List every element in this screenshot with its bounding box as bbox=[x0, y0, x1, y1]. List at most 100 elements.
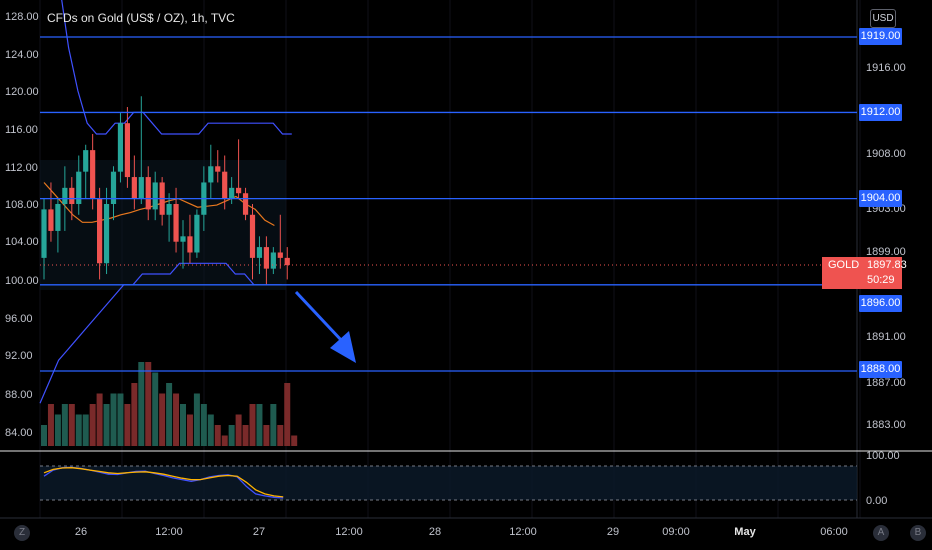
time-axis-tick-7: 09:00 bbox=[662, 526, 690, 538]
candle-body bbox=[145, 177, 151, 210]
volume-bar bbox=[61, 404, 68, 446]
last-price-value: 1897.83 bbox=[867, 259, 907, 271]
left-axis-tick-1: 124.00 bbox=[5, 49, 39, 61]
volume-bar bbox=[159, 393, 166, 446]
volume-bar bbox=[214, 425, 221, 446]
price-axis-tick-4: 1891.00 bbox=[866, 331, 906, 343]
volume-bar bbox=[180, 404, 186, 446]
left-axis-tick-11: 84.00 bbox=[5, 427, 33, 439]
candle-body bbox=[124, 123, 130, 178]
price-axis-tick-1: 1908.00 bbox=[866, 148, 906, 160]
volume-bar bbox=[47, 404, 54, 446]
price-axis-tick-3: 1899.00 bbox=[866, 246, 906, 258]
volume-bar bbox=[235, 414, 242, 446]
oscillator-tick-0: 0.00 bbox=[866, 495, 888, 507]
volume-bar bbox=[96, 393, 103, 446]
symbol-label: GOLD bbox=[828, 259, 860, 271]
candle-body bbox=[138, 177, 144, 199]
level-price-tag-0: 1919.00 bbox=[859, 28, 902, 45]
level-price-tag-1: 1912.00 bbox=[859, 104, 902, 121]
volume-bar bbox=[186, 414, 193, 446]
candle-body bbox=[215, 166, 221, 172]
volume-bar bbox=[291, 435, 298, 446]
candle-body bbox=[110, 171, 117, 204]
time-axis-tick-4: 28 bbox=[428, 526, 442, 538]
bar-countdown: 50:29 bbox=[867, 274, 895, 286]
candle-body bbox=[83, 150, 89, 172]
candle-body bbox=[152, 182, 158, 210]
candle-body bbox=[236, 187, 242, 194]
bollinger-bands bbox=[39, 0, 292, 404]
volume-bar bbox=[277, 425, 284, 446]
left-axis-tick-8: 96.00 bbox=[5, 313, 33, 325]
left-axis-tick-5: 108.00 bbox=[5, 199, 39, 211]
volume-bar bbox=[242, 425, 249, 446]
moving-average-line bbox=[43, 182, 275, 227]
candle-body bbox=[284, 257, 290, 266]
arrow-shaft bbox=[294, 290, 344, 343]
time-axis-tick-1: 12:00 bbox=[155, 526, 183, 538]
time-axis-tick-3: 12:00 bbox=[335, 526, 363, 538]
volume-bar bbox=[124, 404, 131, 446]
candle-body bbox=[76, 171, 82, 204]
stochastic-d-line bbox=[43, 467, 284, 498]
left-axis-tick-7: 100.00 bbox=[5, 275, 39, 287]
candle-body bbox=[277, 252, 283, 258]
log-scale-button[interactable]: B bbox=[910, 525, 926, 541]
bollinger-lower bbox=[39, 262, 282, 404]
candle-body bbox=[222, 171, 228, 199]
volume-bar bbox=[152, 372, 159, 446]
left-axis-tick-6: 104.00 bbox=[5, 236, 39, 248]
currency-button[interactable]: USD bbox=[870, 9, 896, 28]
left-axis-tick-3: 116.00 bbox=[5, 124, 38, 136]
candle-body bbox=[242, 193, 249, 215]
timezone-button[interactable]: Z bbox=[14, 525, 30, 541]
time-axis-tick-6: 29 bbox=[606, 526, 620, 538]
chart-grid bbox=[39, 0, 861, 518]
candle-body bbox=[187, 236, 193, 253]
time-axis-tick-5: 12:00 bbox=[509, 526, 537, 538]
level-price-tag-3: 1896.00 bbox=[859, 295, 902, 312]
candle-body bbox=[55, 204, 61, 231]
volume-bar bbox=[249, 404, 256, 446]
time-axis-tick-0: 26 bbox=[74, 526, 88, 538]
price-axis-tick-0: 1916.00 bbox=[866, 62, 906, 74]
volume-bar bbox=[82, 414, 89, 446]
level-price-tag-2: 1904.00 bbox=[859, 190, 902, 207]
oscillator-band bbox=[40, 466, 857, 500]
horizontal-levels bbox=[40, 36, 857, 372]
volume-bar bbox=[193, 393, 200, 446]
volume-bar bbox=[68, 404, 75, 446]
candle-body bbox=[41, 209, 47, 258]
volume-bar bbox=[110, 393, 117, 446]
volume-bar bbox=[89, 404, 96, 446]
left-axis-tick-2: 120.00 bbox=[5, 86, 39, 98]
left-axis-tick-9: 92.00 bbox=[5, 350, 33, 362]
price-axis-tick-6: 1883.00 bbox=[866, 419, 906, 431]
candle-body bbox=[263, 247, 269, 269]
time-axis-tick-9: 06:00 bbox=[820, 526, 848, 538]
candle-body bbox=[131, 177, 137, 199]
volume-bar bbox=[103, 404, 110, 446]
volume-bar bbox=[41, 425, 47, 446]
volume-bar bbox=[145, 362, 152, 446]
candle-body bbox=[97, 198, 103, 264]
left-axis-tick-0: 128.00 bbox=[5, 11, 39, 23]
oscillator-tick-100: 100.00 bbox=[866, 450, 900, 462]
candle-body bbox=[194, 214, 200, 253]
chart-title: CFDs on Gold (US$ / OZ), 1h, TVC bbox=[47, 11, 235, 25]
volume-bar bbox=[200, 404, 207, 446]
volume-bar bbox=[221, 435, 228, 446]
volume-bar bbox=[54, 414, 61, 446]
down-arrow-drawing[interactable] bbox=[294, 290, 356, 363]
candle-body bbox=[166, 204, 172, 215]
volume-bar bbox=[138, 362, 145, 446]
volume-bar bbox=[166, 383, 173, 446]
auto-scale-button[interactable]: A bbox=[873, 525, 889, 541]
candle-body bbox=[249, 214, 256, 258]
volume-histogram bbox=[41, 362, 298, 446]
volume-bar bbox=[207, 414, 214, 446]
candle-body bbox=[173, 204, 179, 242]
candle-body bbox=[90, 150, 96, 199]
